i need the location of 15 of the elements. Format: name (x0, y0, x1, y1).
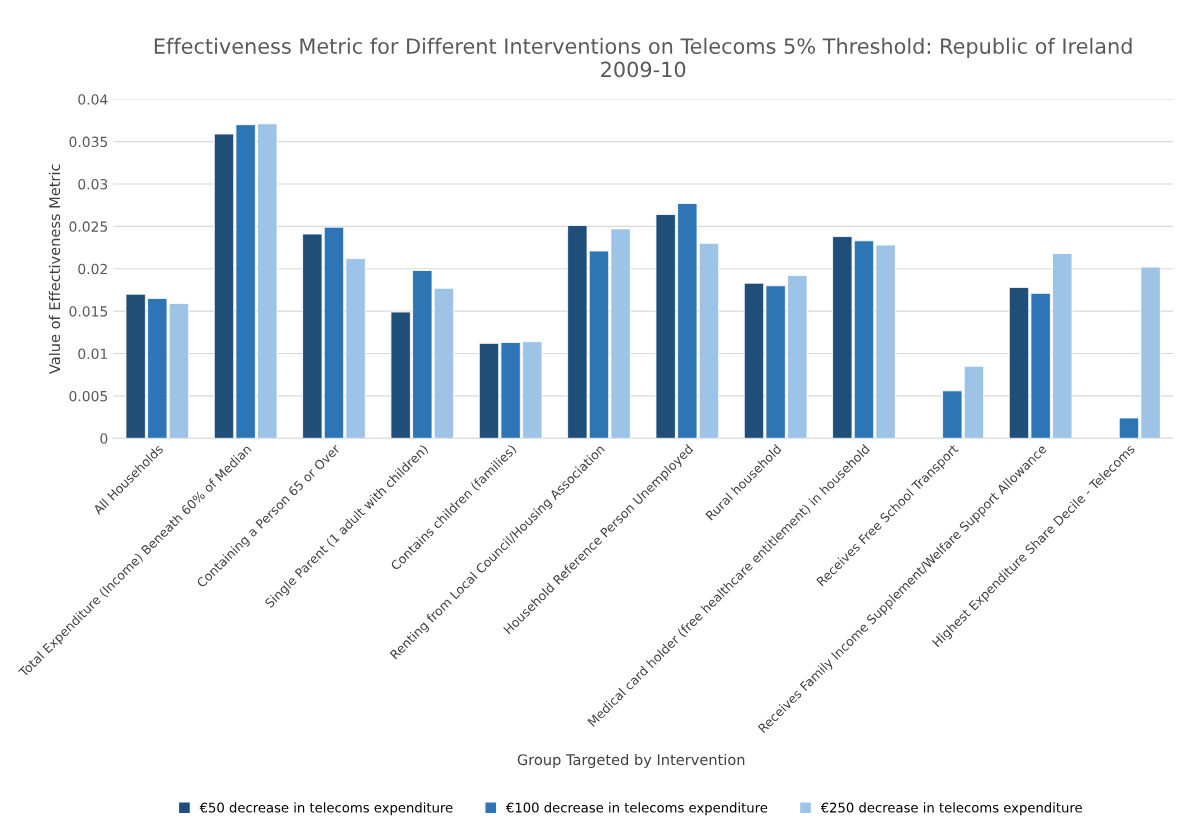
y-tick-label: 0.02 (78, 263, 107, 275)
y-tick-label: 0.005 (69, 390, 108, 402)
y-axis-title: Value of Effectiveness Metric (48, 164, 61, 374)
y-tick-label: 0.01 (78, 348, 107, 360)
y-tick-label: 0.04 (78, 94, 108, 105)
y-tick-label: 0 (100, 433, 108, 444)
legend-label: €250 decrease in telecoms expenditure (820, 802, 1082, 816)
y-tick-label: 0.035 (69, 136, 108, 148)
x-axis-title: Group Targeted by Intervention (517, 753, 745, 769)
legend-label: €50 decrease in telecoms expenditure (199, 802, 453, 816)
chart-title: Effectiveness Metric for Different Interventions on Telecoms 5% Threshold: Republic of Ireland 2009-10 (154, 37, 1132, 78)
y-tick-label: 0.03 (78, 178, 108, 190)
y-tick-label: 0.025 (69, 221, 108, 232)
legend-label: €100 decrease in telecoms expenditure (505, 802, 768, 816)
y-tick-label: 0.015 (69, 306, 108, 317)
